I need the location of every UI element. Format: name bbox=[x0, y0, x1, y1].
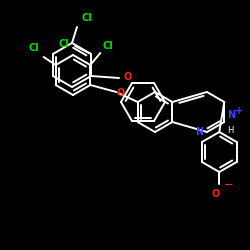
Text: −: − bbox=[224, 180, 234, 190]
Text: O: O bbox=[116, 88, 124, 98]
Text: Cl: Cl bbox=[102, 41, 113, 51]
Text: N: N bbox=[195, 127, 203, 137]
Text: +: + bbox=[235, 106, 244, 116]
Text: H: H bbox=[227, 126, 234, 135]
Text: O: O bbox=[211, 189, 220, 199]
Text: O: O bbox=[123, 72, 131, 82]
Text: Cl: Cl bbox=[81, 13, 92, 23]
Text: Cl: Cl bbox=[29, 43, 40, 53]
Text: Cl: Cl bbox=[58, 39, 69, 49]
Text: N: N bbox=[227, 110, 235, 120]
